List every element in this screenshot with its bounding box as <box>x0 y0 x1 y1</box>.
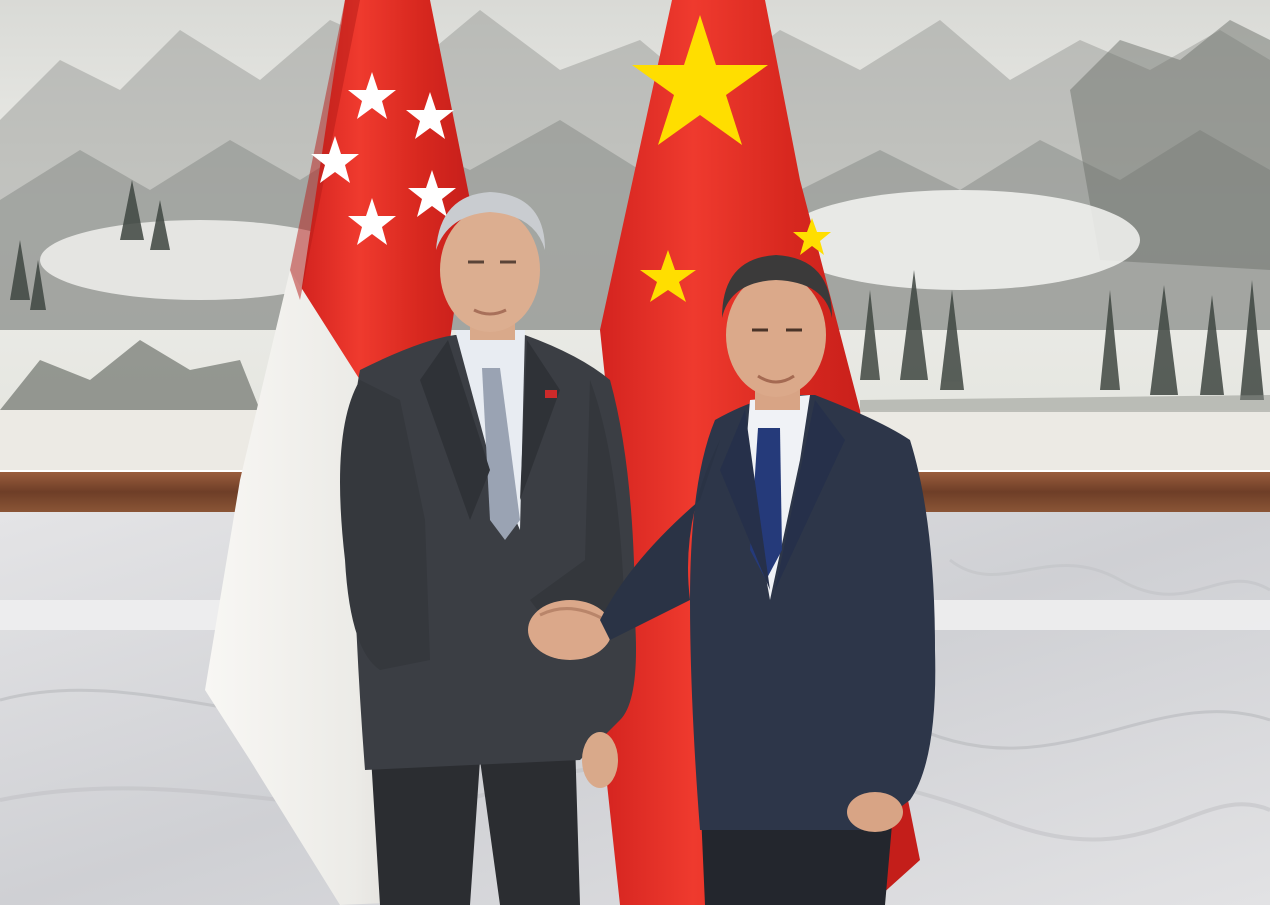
handshake <box>528 600 612 660</box>
person-right <box>600 255 936 905</box>
person-left <box>340 192 636 905</box>
